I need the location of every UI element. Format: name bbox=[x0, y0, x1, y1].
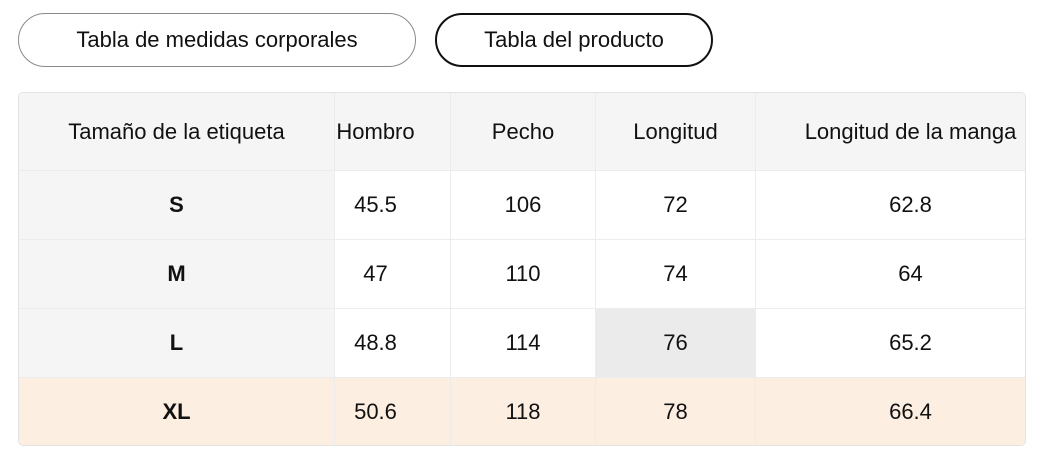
size-cell: M bbox=[19, 240, 335, 309]
value-cell: 72 bbox=[596, 171, 756, 240]
header-cell: Hombro bbox=[335, 93, 451, 171]
value-cell: 118 bbox=[451, 378, 596, 445]
header-cell: Longitud de la manga bbox=[756, 93, 1025, 171]
tab-selected[interactable]: Tabla del producto bbox=[435, 13, 713, 67]
value-cell: 48.8 bbox=[335, 309, 451, 378]
value-cell: 76 bbox=[596, 309, 756, 378]
value-cell: 47 bbox=[335, 240, 451, 309]
scroll-area: Hombro Pecho Longitud Longitud de la manga 4… bbox=[335, 93, 1025, 445]
size-cell: XL bbox=[19, 378, 335, 445]
value-cell: 62.8 bbox=[756, 171, 1025, 240]
header-cell: Longitud bbox=[596, 93, 756, 171]
value-cell: 74 bbox=[596, 240, 756, 309]
value-cell: 66.4 bbox=[756, 378, 1025, 445]
fixed-column: Tamaño de la etiqueta S M L XL bbox=[19, 93, 335, 445]
value-cell: 65.2 bbox=[756, 309, 1025, 378]
size-cell: L bbox=[19, 309, 335, 378]
value-cell: 50.6 bbox=[335, 378, 451, 445]
size-cell: S bbox=[19, 171, 335, 240]
value-cell: 106 bbox=[451, 171, 596, 240]
value-cell: 64 bbox=[756, 240, 1025, 309]
header-cell: Pecho bbox=[451, 93, 596, 171]
size-table: Hombro Pecho Longitud Longitud de la manga 4… bbox=[18, 92, 1026, 446]
tab[interactable]: Tabla de medidas corporales bbox=[18, 13, 416, 67]
value-cell: 45.5 bbox=[335, 171, 451, 240]
value-cell: 78 bbox=[596, 378, 756, 445]
value-cell: 110 bbox=[451, 240, 596, 309]
header-cell: Tamaño de la etiqueta bbox=[19, 93, 335, 171]
value-cell: 114 bbox=[451, 309, 596, 378]
